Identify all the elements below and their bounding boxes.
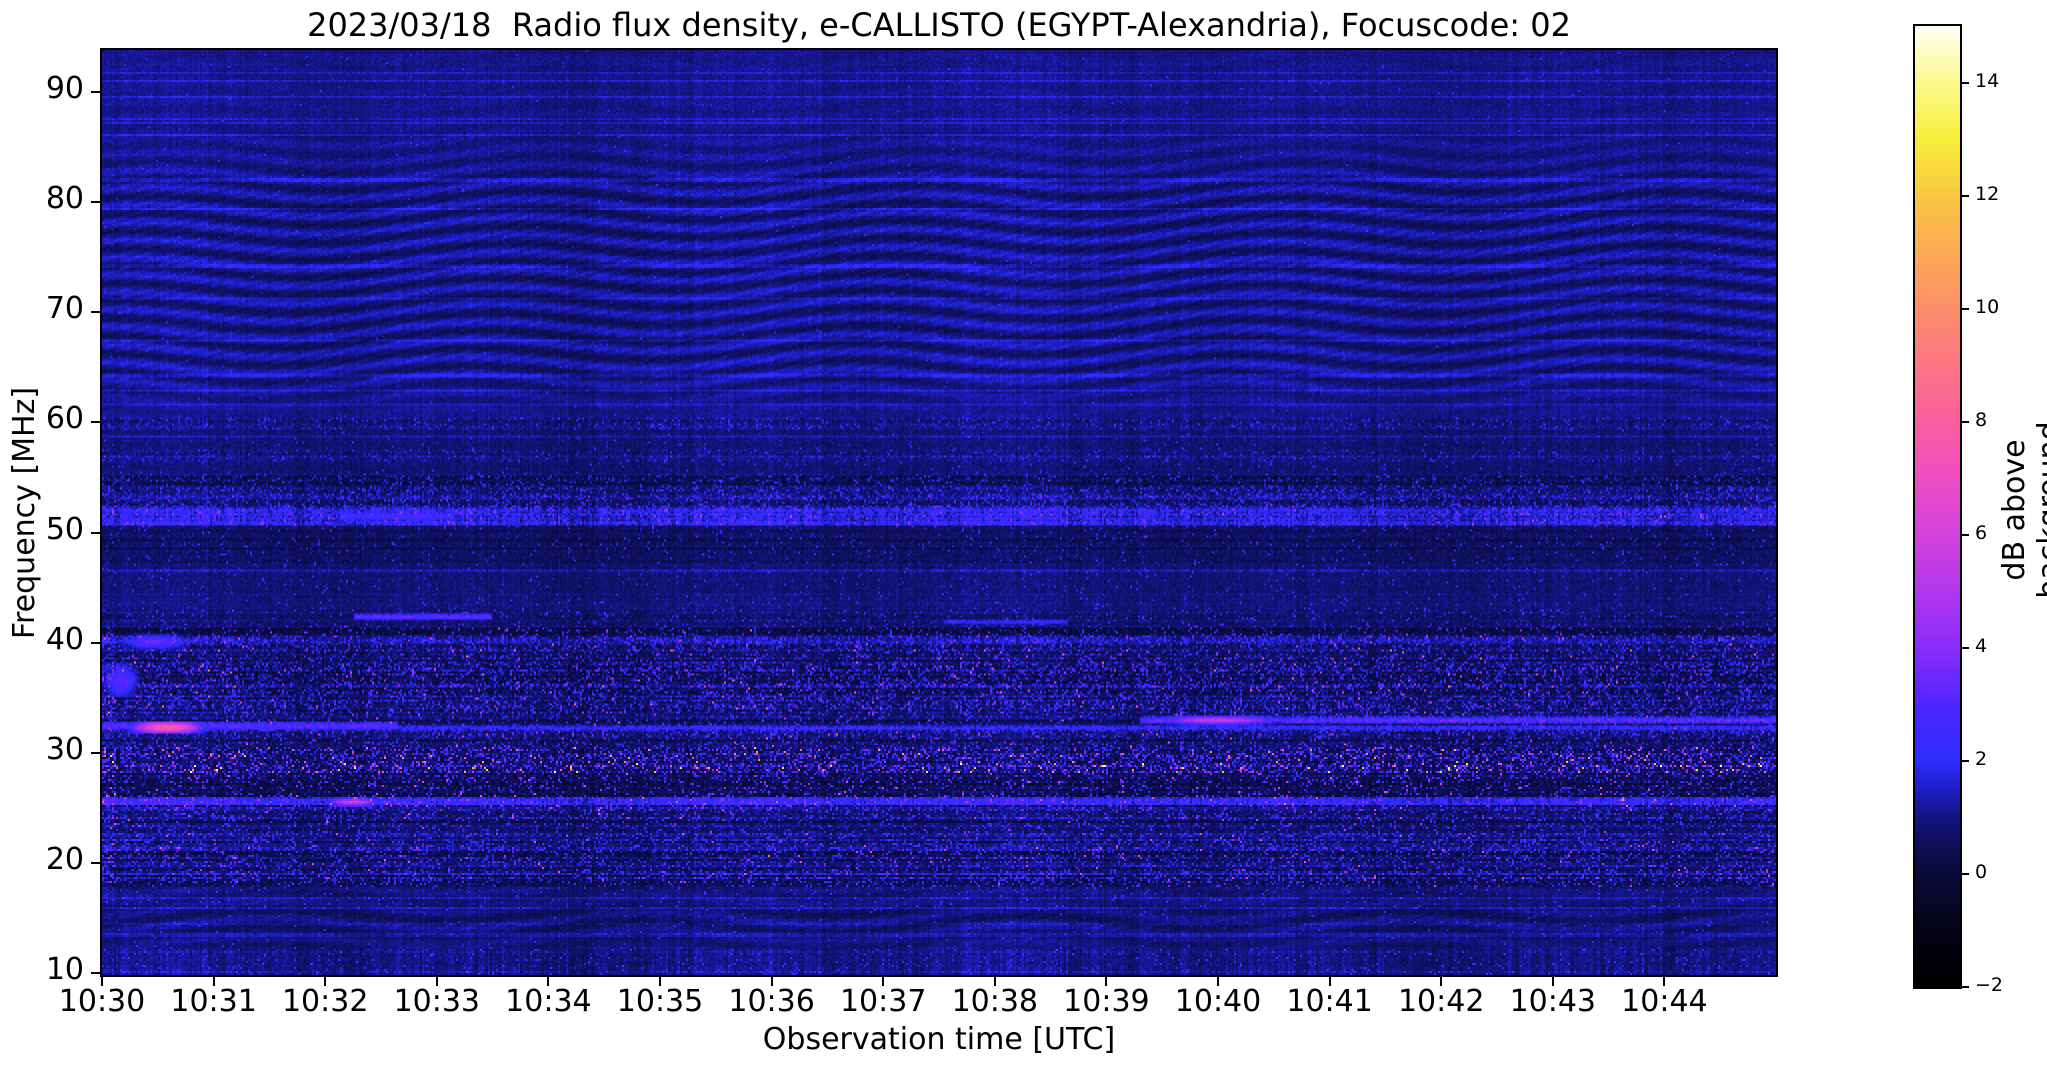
colorbar-gradient [1915,26,1960,987]
x-tick-label: 10:32 [281,984,369,1019]
x-tick-mark [101,975,103,986]
chart-title: 2023/03/18 Radio flux density, e-CALLIST… [307,6,1571,44]
colorbar-tick-mark [1960,307,1969,310]
colorbar-tick-label: 8 [1975,408,1988,431]
y-tick-label: 10 [45,952,84,988]
plot-border [100,48,1778,977]
colorbar-tick-mark [1960,533,1969,536]
x-tick-label: 10:37 [839,984,927,1019]
x-tick-label: 10:43 [1509,984,1597,1019]
x-axis-label: Observation time [UTC] [762,1022,1116,1057]
x-tick-label: 10:33 [393,984,481,1019]
y-tick-mark [91,421,102,424]
colorbar-tick-mark [1960,81,1969,84]
y-tick-mark [91,90,102,93]
colorbar-border [1913,24,1962,989]
colorbar-tick-mark [1960,872,1969,875]
x-tick-mark [1663,975,1666,986]
y-tick-mark [91,531,102,534]
colorbar-tick-label: 14 [1975,69,2000,92]
x-tick-mark [1105,975,1108,986]
y-tick-label: 30 [45,731,84,767]
x-tick-label: 10:30 [58,984,146,1019]
x-tick-mark [659,975,661,986]
colorbar-tick-label: 2 [1975,747,1988,770]
colorbar-tick-label: 0 [1975,860,1988,883]
y-tick-mark [91,751,102,754]
y-tick-mark [91,862,102,865]
y-tick-label: 20 [45,842,84,878]
x-tick-mark [435,975,438,986]
y-tick-label: 50 [45,511,84,547]
y-tick-mark [91,972,102,975]
colorbar-tick-label: 4 [1975,634,1988,657]
y-tick-label: 80 [45,181,84,217]
y-tick-label: 90 [45,70,84,106]
x-tick-mark [1217,975,1219,986]
x-tick-label: 10:34 [505,984,592,1019]
y-tick-mark [91,201,102,204]
colorbar-tick-label: 10 [1975,295,2000,318]
colorbar-tick-mark [1960,646,1969,649]
colorbar-tick-mark [1960,194,1969,197]
colorbar-tick-label: 12 [1975,182,2000,205]
x-tick-mark [547,975,550,986]
x-tick-label: 10:38 [951,984,1039,1019]
colorbar-tick-label: 6 [1975,521,1988,544]
x-tick-mark [1551,975,1554,986]
x-tick-mark [324,975,327,986]
x-tick-label: 10:35 [616,984,704,1019]
colorbar-tick-mark [1960,759,1969,762]
y-tick-label: 60 [45,401,84,437]
x-tick-label: 10:42 [1397,984,1485,1019]
x-tick-mark [882,975,885,986]
x-tick-label: 10:36 [728,984,815,1019]
y-tick-label: 40 [45,621,84,657]
y-tick-mark [91,641,102,644]
x-tick-label: 10:41 [1286,984,1373,1019]
colorbar-label: dB above background [1997,421,2047,599]
x-tick-mark [770,975,773,986]
y-axis-label: Frequency [MHz] [7,386,42,640]
colorbar-tick-mark [1960,986,1969,988]
colorbar-tick-label: −2 [1975,974,2004,996]
spectrogram-canvas [102,50,1776,975]
x-tick-label: 10:44 [1621,984,1708,1019]
x-tick-mark [1440,975,1443,986]
y-tick-label: 70 [45,291,84,327]
x-tick-label: 10:40 [1174,984,1262,1019]
x-tick-mark [993,975,996,986]
x-tick-mark [1328,975,1331,986]
x-tick-label: 10:39 [1063,984,1150,1019]
y-tick-mark [91,311,102,314]
colorbar-tick-mark [1960,420,1969,423]
x-tick-mark [212,975,215,986]
x-tick-label: 10:31 [170,984,257,1019]
